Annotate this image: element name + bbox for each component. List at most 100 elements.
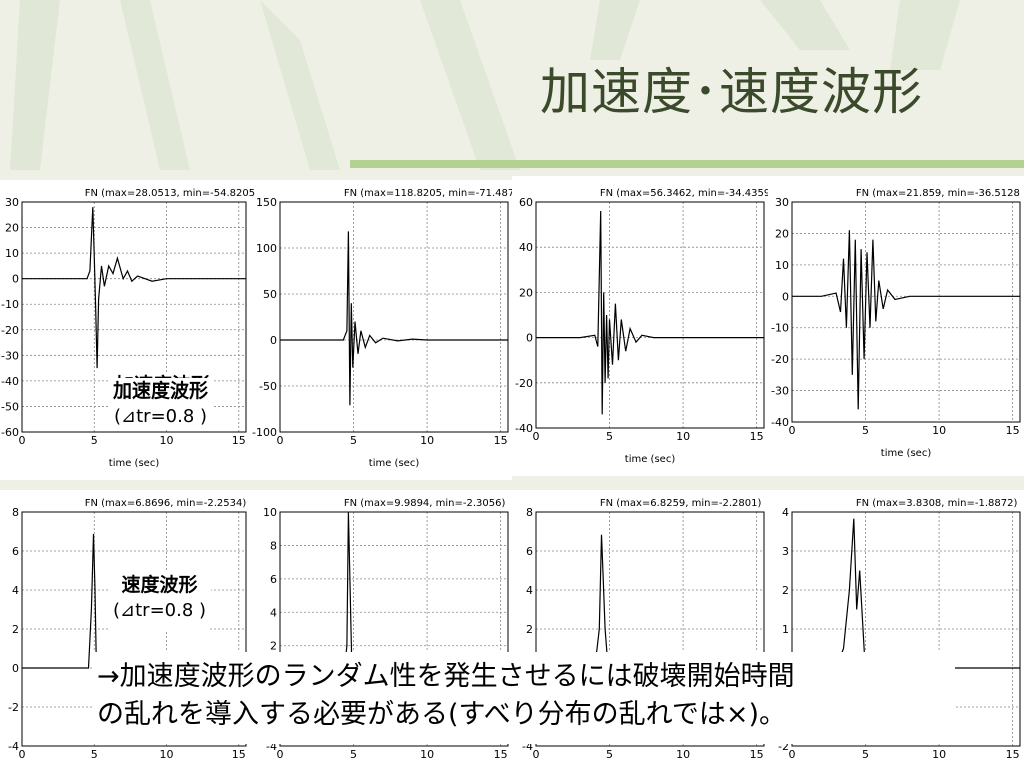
y-tick-label: 40 (519, 241, 533, 254)
y-tick-label: -40 (771, 416, 789, 429)
y-tick-label: 0 (12, 662, 19, 675)
note-line-1: →加速度波形のランダム性を発生させるには破壊開始時間 (97, 661, 795, 692)
x-tick-label: 5 (350, 748, 357, 761)
chart-header: FN (max=3.8308, min=-1.8872) (856, 498, 1018, 509)
y-tick-label: 100 (256, 242, 277, 255)
x-tick-label: 10 (160, 434, 174, 447)
caption-param: (⊿tr=0.8 ) (114, 406, 208, 427)
y-tick-label: 2 (12, 623, 19, 636)
waveform-caption: 加速度波形 (⊿tr=0.8 ) (110, 378, 212, 430)
x-tick-label: 10 (676, 748, 690, 761)
caption-name: 速度波形 (121, 574, 198, 596)
y-tick-label: 10 (263, 506, 277, 519)
x-axis-label: time (sec) (625, 454, 676, 465)
waveform-trace (536, 210, 764, 415)
y-tick-label: -20 (771, 353, 789, 366)
y-tick-label: 4 (782, 506, 789, 519)
y-tick-label: -2 (778, 740, 789, 753)
y-tick-label: 10 (5, 247, 19, 260)
y-tick-label: -60 (1, 426, 19, 439)
x-tick-label: 5 (606, 748, 613, 761)
caption-name: 加速度波形 (113, 380, 209, 402)
chart-svg: FN (max=28.0513, min=-54.8205 0 5 10 15 30 20 1… (1, 188, 255, 469)
chart-header: FN (max=118.8205, min=-71.4872 (344, 188, 521, 199)
waveform-chart-3: FN (max=56.3462, min=-34.4359 0 5 10 15 60 40 2… (112, 176, 770, 476)
x-tick-label: 10 (420, 748, 434, 761)
y-tick-label: -2 (8, 701, 19, 714)
chart-svg: FN (max=21.859, min=-36.5128 0 5 10 15 30 20 10… (771, 188, 1021, 459)
chart-header: FN (max=21.859, min=-36.5128 (856, 188, 1020, 199)
chart-header: FN (max=6.8259, min=-2.2801) (600, 498, 762, 509)
x-tick-label: 5 (862, 748, 869, 761)
plot-frame (21, 201, 247, 433)
x-tick-label: 15 (1006, 424, 1020, 437)
x-tick-label: 0 (533, 430, 540, 443)
chart-header: FN (max=9.9894, min=-2.3056) (344, 498, 506, 509)
x-tick-label: 5 (862, 424, 869, 437)
y-tick-label: 0 (12, 273, 19, 286)
x-tick-label: 10 (676, 430, 690, 443)
y-tick-label: 6 (270, 573, 277, 586)
caption-param: (⊿tr=0.8 ) (113, 600, 207, 621)
y-tick-label: -4 (522, 740, 533, 753)
waveform-chart-4: FN (max=21.859, min=-36.5128 0 5 10 15 30 20 10… (110, 176, 1024, 476)
x-tick-label: 10 (420, 434, 434, 447)
x-tick-label: 15 (232, 748, 246, 761)
waveform-chart-2: FN (max=118.8205, min=-71.4872 0 5 10 15 150 1… (108, 180, 521, 480)
y-tick-label: 20 (5, 222, 19, 235)
y-tick-label: -40 (1, 375, 19, 388)
y-tick-label: -10 (771, 322, 789, 335)
y-tick-label: -4 (8, 740, 19, 753)
y-tick-label: 6 (526, 545, 533, 558)
y-tick-label: 2 (526, 623, 533, 636)
x-axis-label: time (sec) (369, 458, 420, 469)
y-tick-label: 6 (12, 545, 19, 558)
x-axis-label: time (sec) (109, 458, 160, 469)
page-title: 加速度･速度波形 (540, 63, 923, 121)
x-tick-label: 15 (1006, 748, 1020, 761)
y-tick-label: 4 (526, 584, 533, 597)
y-tick-label: -40 (515, 422, 533, 435)
x-tick-label: 15 (494, 748, 508, 761)
y-tick-label: 0 (270, 334, 277, 347)
x-tick-label: 10 (932, 424, 946, 437)
x-tick-label: 5 (606, 430, 613, 443)
plot-frame (535, 201, 765, 429)
note-line-2: の乱れを導入する必要がある(すべり分布の乱れでは×)。 (97, 699, 786, 730)
y-tick-label: 60 (519, 196, 533, 209)
y-tick-label: 0 (782, 290, 789, 303)
waveform-trace (792, 230, 1020, 410)
waveform-caption: 速度波形 (⊿tr=0.8 ) (110, 572, 210, 624)
y-tick-label: 1 (782, 623, 789, 636)
y-tick-label: 2 (270, 640, 277, 653)
plot-frame (279, 201, 509, 433)
plot-frame (535, 511, 765, 747)
plot-frame (279, 511, 509, 747)
plot-frame (21, 511, 247, 747)
conclusion-note: →加速度波形のランダム性を発生させるには破壊開始時間 の乱れを導入する必要がある… (93, 652, 955, 744)
y-tick-label: -30 (771, 385, 789, 398)
y-tick-label: 30 (775, 196, 789, 209)
y-tick-label: 20 (519, 286, 533, 299)
y-tick-label: 20 (775, 227, 789, 240)
chart-svg: FN (max=56.3462, min=-34.4359 0 5 10 15 60 40 2… (515, 188, 770, 465)
plot-frame (791, 511, 1021, 747)
x-tick-label: 15 (494, 434, 508, 447)
y-tick-label: -4 (266, 740, 277, 753)
x-tick-label: 0 (19, 434, 26, 447)
waveform-trace (280, 231, 508, 406)
x-tick-label: 0 (277, 748, 284, 761)
waveform-trace (22, 207, 246, 369)
y-tick-label: -50 (259, 380, 277, 393)
y-tick-label: 30 (5, 196, 19, 209)
plot-frame (791, 201, 1021, 423)
x-tick-label: 0 (19, 748, 26, 761)
x-tick-label: 5 (91, 748, 98, 761)
y-tick-label: 2 (782, 584, 789, 597)
x-tick-label: 0 (789, 748, 796, 761)
x-tick-label: 5 (91, 434, 98, 447)
y-tick-label: 10 (775, 259, 789, 272)
chart-header: FN (max=56.3462, min=-34.4359 (600, 188, 770, 199)
y-tick-label: 4 (12, 584, 19, 597)
y-tick-label: 150 (256, 196, 277, 209)
